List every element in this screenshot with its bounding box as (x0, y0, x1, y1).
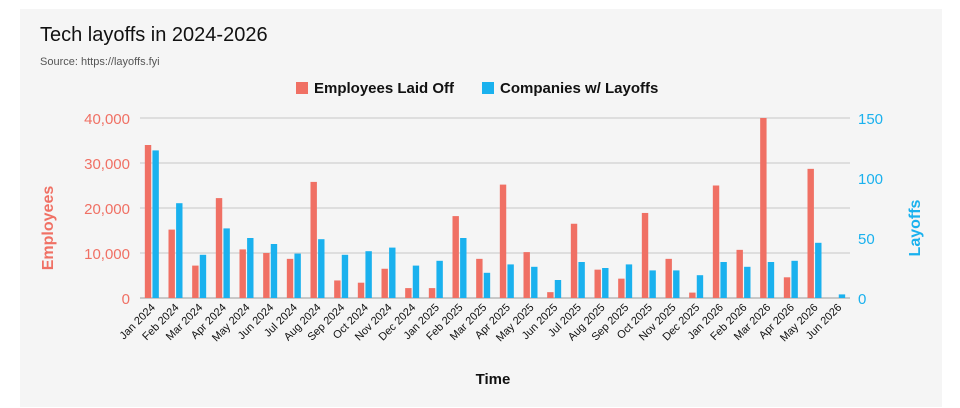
bar-employees (618, 278, 625, 298)
bar-companies (696, 275, 704, 298)
bar-employees (476, 258, 483, 298)
y-left-tick-label: 0 (122, 291, 130, 308)
y-right-tick-label: 100 (858, 171, 883, 188)
legend: Employees Laid Off Companies w/ Layoffs (296, 80, 658, 97)
y-right-tick-label: 0 (858, 291, 866, 308)
bar-employees (144, 145, 152, 298)
gridlines (140, 117, 850, 299)
bar-employees (239, 249, 246, 298)
bar-companies (341, 254, 349, 298)
bar-companies (838, 294, 846, 298)
bar-companies (460, 238, 467, 298)
bar-employees (263, 253, 270, 298)
bar-employees (547, 292, 554, 298)
bar-employees (334, 280, 341, 298)
bar-companies (176, 203, 183, 298)
bar-companies (649, 270, 656, 298)
bar-companies (673, 270, 680, 298)
bar-employees (736, 249, 743, 298)
bar-companies (815, 242, 822, 298)
bar-companies (625, 264, 633, 298)
bar-companies (318, 239, 325, 298)
bar-employees (760, 118, 767, 298)
bar-employees (215, 198, 223, 298)
bar-employees (168, 229, 175, 298)
legend-swatch-companies (482, 82, 494, 94)
bar-employees (689, 292, 696, 298)
bar-companies (791, 260, 798, 298)
chart-title: Tech layoffs in 2024-2026 (40, 24, 268, 46)
bar-employees (192, 265, 199, 298)
bar-employees (452, 216, 459, 298)
y-axis-right-label: Layoffs (907, 199, 924, 256)
bar-companies (554, 280, 562, 298)
bar-companies (744, 266, 751, 298)
bar-companies (247, 238, 254, 298)
y-left-tick-label: 20,000 (84, 201, 130, 218)
bar-companies (483, 272, 491, 298)
bar-companies (389, 247, 396, 298)
bar-employees (523, 252, 530, 298)
bar-employees (310, 181, 317, 298)
chart-source: Source: https://layoffs.fyi (40, 56, 160, 68)
bar-companies (223, 228, 230, 298)
bar-companies (602, 268, 609, 298)
y-left-tick-label: 10,000 (84, 246, 130, 263)
legend-label-companies: Companies w/ Layoffs (500, 80, 658, 97)
bar-companies (531, 266, 538, 298)
bar-employees (381, 268, 388, 298)
bar-employees (405, 288, 412, 298)
bar-companies (436, 260, 443, 298)
legend-label-employees: Employees Laid Off (314, 80, 455, 97)
bar-companies (412, 265, 420, 298)
y-axis-left: 0 10,000 20,000 30,000 40,000 (84, 111, 130, 308)
bar-employees (570, 223, 578, 298)
bar-employees (357, 282, 365, 298)
bar-employees (665, 258, 672, 298)
bar-companies (365, 251, 372, 298)
bar-employees (499, 184, 507, 298)
bar-companies (294, 253, 301, 298)
y-left-tick-label: 40,000 (84, 111, 130, 128)
bar-employees (783, 277, 791, 298)
bar-employees (807, 168, 814, 298)
y-left-tick-label: 30,000 (84, 156, 130, 173)
y-axis-right: 0 50 100 150 (858, 111, 883, 308)
bar-companies (767, 262, 775, 298)
legend-swatch-employees (296, 82, 308, 94)
bar-companies (199, 254, 207, 298)
bar-employees (712, 185, 720, 298)
x-axis-label: Time (476, 371, 511, 388)
bar-companies (507, 264, 514, 298)
bar-employees (594, 269, 601, 298)
y-axis-left-label: Employees (40, 186, 57, 271)
bar-employees (428, 288, 436, 298)
bar-companies (152, 150, 159, 298)
y-right-tick-label: 50 (858, 231, 875, 248)
bar-companies (578, 262, 585, 298)
y-right-tick-label: 150 (858, 111, 883, 128)
bar-employees (286, 258, 294, 298)
bars (144, 118, 846, 298)
bar-companies (270, 244, 278, 298)
bar-companies (720, 262, 727, 298)
bar-employees (641, 212, 649, 298)
